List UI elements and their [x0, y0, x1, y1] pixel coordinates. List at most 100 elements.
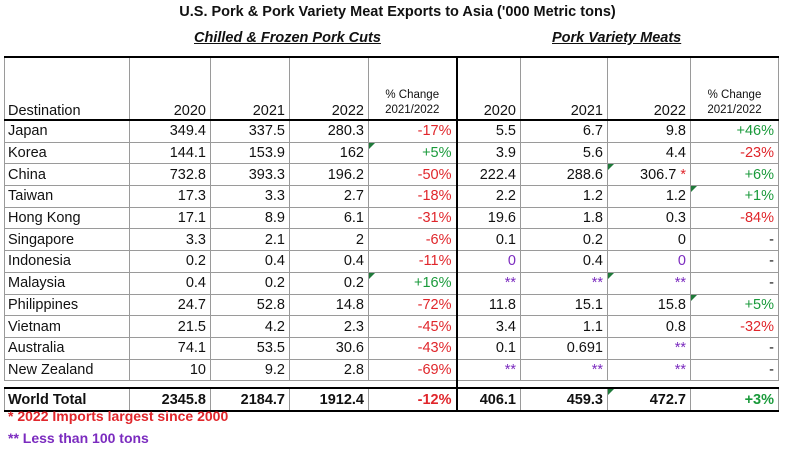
cell-cuts-2021[interactable]: 8.9 [210, 206, 290, 230]
cell-cuts-2020[interactable]: 21.5 [129, 315, 211, 338]
cell-destination[interactable]: Malaysia [4, 271, 130, 295]
cell-cuts-pct-change[interactable]: -31% [368, 206, 458, 230]
cell-cuts-2022[interactable]: 280.3 [289, 119, 369, 143]
cell-variety-2022[interactable]: 0 [607, 250, 691, 273]
cell-cuts-pct-change[interactable]: -11% [368, 250, 458, 273]
cell-variety-2022[interactable]: 0.8 [607, 315, 691, 338]
cell-variety-2021[interactable]: 6.7 [520, 119, 608, 143]
cell-variety-pct-change[interactable]: -84% [690, 206, 779, 230]
cell-variety-2022[interactable]: 4.4 [607, 141, 691, 165]
cell-cuts-2022[interactable]: 2 [289, 228, 369, 252]
cell-variety-pct-change[interactable]: +46% [690, 119, 779, 143]
cell-variety-2022[interactable]: 1.2 [607, 185, 691, 208]
cell-variety-2020[interactable]: 19.6 [456, 206, 521, 230]
cell-variety-pct-change[interactable]: +6% [690, 163, 779, 187]
header-variety-2020[interactable]: 2020 [456, 56, 521, 121]
cell-variety-2020[interactable]: 222.4 [456, 163, 521, 187]
cell-cuts-2022[interactable]: 1912.4 [289, 387, 369, 413]
cell-variety-2022[interactable]: 9.8 [607, 119, 691, 143]
header-variety-2022[interactable]: 2022 [607, 56, 691, 121]
cell-destination[interactable]: Korea [4, 141, 130, 165]
cell-cuts-2020[interactable]: 732.8 [129, 163, 211, 187]
cell-cuts-2022[interactable]: 2.3 [289, 315, 369, 338]
cell-cuts-2022[interactable]: 14.8 [289, 293, 369, 317]
cell-variety-2022[interactable]: 0.3 [607, 206, 691, 230]
cell-cuts-pct-change[interactable]: +16% [368, 271, 458, 295]
header-cuts-pct-change[interactable]: % Change 2021/2022 [368, 56, 458, 121]
header-cuts-2021[interactable]: 2021 [210, 56, 290, 121]
cell-variety-pct-change[interactable]: - [690, 228, 779, 252]
header-cuts-2020[interactable]: 2020 [129, 56, 211, 121]
cell-variety-2020[interactable]: 406.1 [456, 387, 521, 413]
cell-cuts-2021[interactable]: 53.5 [210, 336, 290, 360]
cell-cuts-2020[interactable]: 17.1 [129, 206, 211, 230]
cell-variety-2020[interactable]: 3.9 [456, 141, 521, 165]
cell-variety-pct-change[interactable]: - [690, 271, 779, 295]
cell-cuts-2020[interactable]: 17.3 [129, 185, 211, 208]
cell-cuts-2022[interactable]: 2.8 [289, 358, 369, 382]
cell-cuts-2021[interactable]: 153.9 [210, 141, 290, 165]
cell-variety-2022[interactable]: 0 [607, 228, 691, 252]
cell-cuts-2022[interactable]: 162 [289, 141, 369, 165]
cell-variety-2020[interactable]: 0.1 [456, 336, 521, 360]
cell-variety-2021[interactable]: ** [520, 271, 608, 295]
cell-variety-pct-change[interactable]: - [690, 358, 779, 382]
cell-variety-pct-change[interactable]: -32% [690, 315, 779, 338]
cell-destination[interactable]: World Total [4, 387, 130, 413]
cell-cuts-2020[interactable]: 0.2 [129, 250, 211, 273]
cell-cuts-pct-change[interactable]: +5% [368, 141, 458, 165]
cell-cuts-2021[interactable]: 3.3 [210, 185, 290, 208]
cell-cuts-pct-change[interactable]: -43% [368, 336, 458, 360]
cell-variety-2020[interactable]: 2.2 [456, 185, 521, 208]
cell-variety-2022[interactable]: 472.7 [607, 387, 691, 413]
cell-cuts-pct-change[interactable]: -12% [368, 387, 458, 413]
cell-cuts-2022[interactable]: 0.2 [289, 271, 369, 295]
cell-variety-2022[interactable]: ** [607, 358, 691, 382]
cell-destination[interactable]: Hong Kong [4, 206, 130, 230]
cell-variety-2021[interactable]: 1.1 [520, 315, 608, 338]
cell-destination[interactable]: Indonesia [4, 250, 130, 273]
cell-variety-2021[interactable]: 0.4 [520, 250, 608, 273]
cell-cuts-pct-change[interactable]: -17% [368, 119, 458, 143]
cell-destination[interactable]: New Zealand [4, 358, 130, 382]
cell-cuts-2021[interactable]: 4.2 [210, 315, 290, 338]
cell-variety-2020[interactable]: 0 [456, 250, 521, 273]
cell-variety-pct-change[interactable]: - [690, 250, 779, 273]
cell-cuts-2020[interactable]: 24.7 [129, 293, 211, 317]
cell-cuts-pct-change[interactable]: -6% [368, 228, 458, 252]
cell-variety-2020[interactable]: 11.8 [456, 293, 521, 317]
cell-cuts-2020[interactable]: 74.1 [129, 336, 211, 360]
cell-destination[interactable]: Singapore [4, 228, 130, 252]
cell-destination[interactable]: Taiwan [4, 185, 130, 208]
cell-cuts-2021[interactable]: 9.2 [210, 358, 290, 382]
cell-variety-2021[interactable]: 459.3 [520, 387, 608, 413]
cell-cuts-2021[interactable]: 52.8 [210, 293, 290, 317]
cell-variety-pct-change[interactable]: +5% [690, 293, 779, 317]
cell-variety-2020[interactable]: 0.1 [456, 228, 521, 252]
header-variety-2021[interactable]: 2021 [520, 56, 608, 121]
cell-cuts-2021[interactable]: 0.4 [210, 250, 290, 273]
cell-variety-2022[interactable]: ** [607, 271, 691, 295]
cell-cuts-2022[interactable]: 30.6 [289, 336, 369, 360]
cell-destination[interactable]: Japan [4, 119, 130, 143]
cell-cuts-2022[interactable]: 2.7 [289, 185, 369, 208]
cell-cuts-2022[interactable]: 6.1 [289, 206, 369, 230]
cell-cuts-2021[interactable]: 0.2 [210, 271, 290, 295]
cell-variety-2020[interactable]: 5.5 [456, 119, 521, 143]
cell-cuts-pct-change[interactable]: -50% [368, 163, 458, 187]
cell-variety-pct-change[interactable]: -23% [690, 141, 779, 165]
cell-cuts-2022[interactable]: 0.4 [289, 250, 369, 273]
cell-cuts-pct-change[interactable]: -72% [368, 293, 458, 317]
cell-cuts-2021[interactable]: 337.5 [210, 119, 290, 143]
cell-cuts-2020[interactable]: 3.3 [129, 228, 211, 252]
cell-cuts-pct-change[interactable]: -18% [368, 185, 458, 208]
cell-variety-2020[interactable]: ** [456, 271, 521, 295]
cell-variety-2021[interactable]: 1.8 [520, 206, 608, 230]
cell-variety-2021[interactable]: ** [520, 358, 608, 382]
header-variety-pct-change[interactable]: % Change 2021/2022 [690, 56, 779, 121]
cell-destination[interactable]: China [4, 163, 130, 187]
cell-variety-pct-change[interactable]: - [690, 336, 779, 360]
cell-variety-2020[interactable]: 3.4 [456, 315, 521, 338]
cell-cuts-2020[interactable]: 10 [129, 358, 211, 382]
cell-variety-2022[interactable]: 306.7 * [607, 163, 691, 187]
